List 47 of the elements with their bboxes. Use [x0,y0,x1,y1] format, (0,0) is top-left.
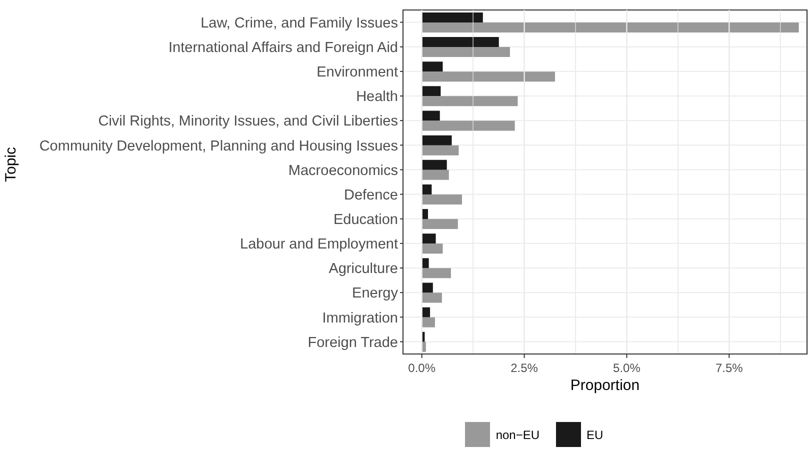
bar [422,194,462,204]
bar [422,47,510,58]
y-tick-label: Agriculture [328,261,398,278]
y-tick-label: Macroeconomics [288,162,398,179]
y-tick-label: Immigration [322,310,398,326]
x-tick-label: 0.0% [408,361,436,375]
y-tick-label: International Affairs and Foreign Aid [168,40,398,56]
bar [422,234,436,244]
y-tick-label: Law, Crime, and Family Issues [200,15,398,32]
y-tick-label: Labour and Employment [240,236,398,253]
bar [422,12,483,22]
bar [422,145,459,156]
bar [422,72,556,82]
y-tick-label: Civil Rights, Minority Issues, and Civil Liberties [98,114,398,130]
bar [422,219,458,230]
bar [422,282,433,293]
bar [422,317,435,328]
bar [422,184,432,194]
bar [422,307,430,318]
bar [422,96,518,106]
bar [422,160,447,170]
bar [422,86,441,96]
y-tick-label: Environment [316,64,398,81]
bar [422,292,442,303]
bar [422,120,515,131]
y-tick-label: Foreign Trade [308,334,398,351]
bar [422,170,449,180]
bar [422,268,451,278]
bar [422,62,443,72]
y-tick-label: Health [356,89,398,106]
bar [422,110,440,121]
x-tick-label: 2.5% [510,361,538,375]
legend-label: EU [586,428,604,442]
x-tick-label: 5.0% [613,361,641,375]
y-axis-title: Topic [2,146,20,182]
legend-label: non−EU [496,428,540,442]
y-tick-label: Community Development, Planning and Housing Issues [39,138,398,154]
y-tick-label: Defence [344,187,398,204]
x-tick-label: 7.5% [715,361,744,375]
bar [422,22,799,32]
bar [422,37,499,48]
bar [422,244,443,254]
bar [422,135,452,146]
bar [422,258,429,268]
y-tick-label: Education [334,212,398,228]
x-axis-title: Proportion [570,377,640,394]
y-tick-label: Energy [352,286,399,302]
